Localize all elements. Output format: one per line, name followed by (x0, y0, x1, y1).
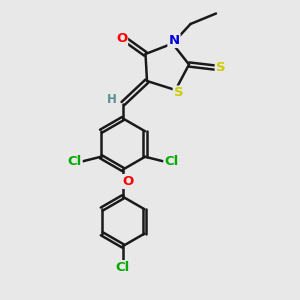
Text: Cl: Cl (164, 155, 178, 168)
Text: S: S (174, 86, 183, 100)
Text: O: O (116, 32, 127, 46)
Text: N: N (168, 34, 180, 47)
Text: H: H (107, 93, 116, 106)
Text: Cl: Cl (116, 261, 130, 274)
Text: S: S (216, 61, 225, 74)
Text: O: O (123, 175, 134, 188)
Text: Cl: Cl (68, 155, 82, 168)
